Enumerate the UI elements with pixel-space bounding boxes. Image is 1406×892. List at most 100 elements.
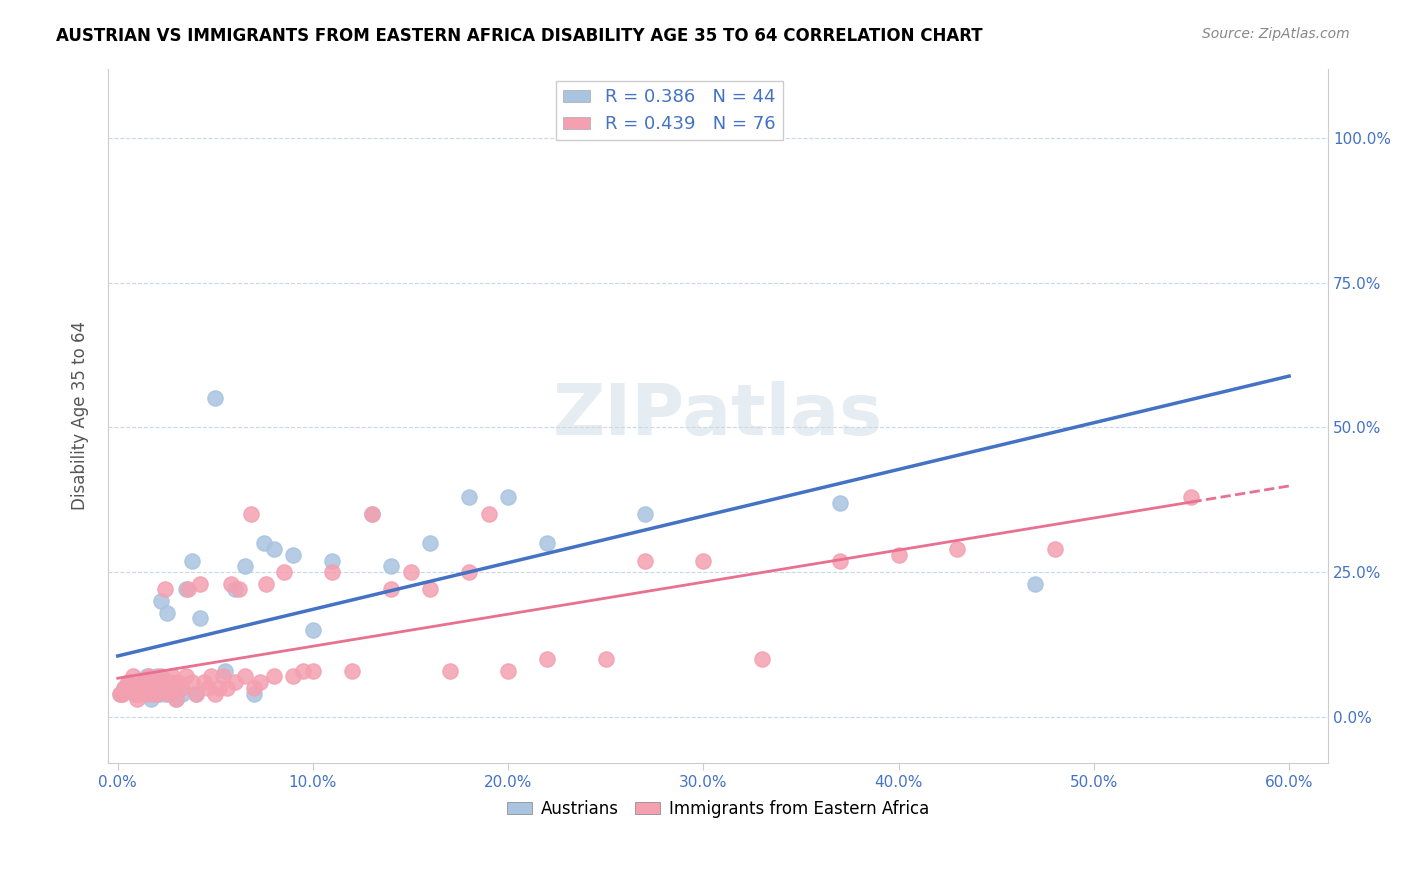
Point — [122, 669, 145, 683]
Point — [146, 669, 169, 683]
Point — [146, 687, 169, 701]
Point — [127, 681, 149, 695]
Point — [204, 687, 226, 701]
Point — [224, 582, 246, 597]
Point — [188, 611, 211, 625]
Point — [1180, 490, 1202, 504]
Point — [249, 675, 271, 690]
Point — [172, 687, 194, 701]
Point — [174, 669, 197, 683]
Point — [253, 536, 276, 550]
Point — [184, 687, 207, 701]
Point — [458, 565, 481, 579]
Point — [233, 559, 256, 574]
Point — [224, 675, 246, 690]
Point — [129, 681, 152, 695]
Point — [204, 392, 226, 406]
Point — [233, 669, 256, 683]
Point — [117, 675, 139, 690]
Point — [172, 681, 194, 695]
Point — [419, 582, 441, 597]
Point — [124, 687, 146, 701]
Point — [111, 687, 134, 701]
Point — [132, 675, 155, 690]
Point — [634, 553, 657, 567]
Point — [419, 536, 441, 550]
Point — [380, 559, 402, 574]
Point — [197, 681, 219, 695]
Point — [208, 681, 231, 695]
Point — [174, 582, 197, 597]
Point — [136, 681, 159, 695]
Point — [127, 692, 149, 706]
Point — [114, 681, 136, 695]
Point — [184, 687, 207, 701]
Point — [1024, 576, 1046, 591]
Point — [239, 507, 262, 521]
Point — [380, 582, 402, 597]
Point — [127, 687, 149, 701]
Point — [139, 692, 162, 706]
Point — [751, 652, 773, 666]
Point — [177, 582, 200, 597]
Point — [149, 669, 172, 683]
Point — [321, 553, 343, 567]
Point — [243, 681, 266, 695]
Point — [828, 553, 851, 567]
Point — [887, 548, 910, 562]
Point — [148, 687, 170, 701]
Point — [153, 582, 176, 597]
Point — [496, 490, 519, 504]
Point — [136, 669, 159, 683]
Point — [360, 507, 382, 521]
Point — [167, 675, 190, 690]
Point — [134, 687, 156, 701]
Point — [243, 687, 266, 701]
Point — [193, 675, 215, 690]
Point — [263, 669, 285, 683]
Text: AUSTRIAN VS IMMIGRANTS FROM EASTERN AFRICA DISABILITY AGE 35 TO 64 CORRELATION C: AUSTRIAN VS IMMIGRANTS FROM EASTERN AFRI… — [56, 27, 983, 45]
Point — [143, 681, 166, 695]
Point — [536, 536, 558, 550]
Point — [828, 496, 851, 510]
Point — [111, 687, 134, 701]
Point — [129, 681, 152, 695]
Point — [149, 594, 172, 608]
Point — [536, 652, 558, 666]
Point — [188, 576, 211, 591]
Point — [692, 553, 714, 567]
Point — [634, 507, 657, 521]
Point — [163, 681, 186, 695]
Point — [128, 687, 150, 701]
Point — [273, 565, 295, 579]
Point — [283, 548, 305, 562]
Point — [142, 687, 165, 701]
Point — [212, 669, 235, 683]
Point — [159, 675, 181, 690]
Point — [219, 576, 242, 591]
Point — [321, 565, 343, 579]
Point — [139, 675, 162, 690]
Point — [302, 623, 325, 637]
Point — [458, 490, 481, 504]
Point — [214, 664, 236, 678]
Y-axis label: Disability Age 35 to 64: Disability Age 35 to 64 — [72, 321, 89, 510]
Text: Source: ZipAtlas.com: Source: ZipAtlas.com — [1202, 27, 1350, 41]
Point — [159, 681, 181, 695]
Point — [138, 687, 160, 701]
Point — [595, 652, 617, 666]
Point — [155, 606, 177, 620]
Point — [496, 664, 519, 678]
Point — [439, 664, 461, 678]
Point — [162, 669, 184, 683]
Point — [283, 669, 305, 683]
Point — [132, 675, 155, 690]
Point — [478, 507, 501, 521]
Point — [340, 664, 363, 678]
Point — [152, 681, 174, 695]
Text: ZIPatlas: ZIPatlas — [553, 381, 883, 450]
Point — [399, 565, 422, 579]
Point — [263, 541, 285, 556]
Point — [112, 681, 135, 695]
Point — [228, 582, 250, 597]
